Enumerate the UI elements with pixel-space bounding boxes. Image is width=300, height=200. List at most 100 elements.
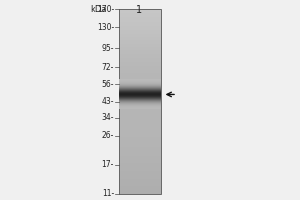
Bar bbox=[118, 25, 160, 26]
Bar bbox=[118, 176, 160, 177]
Bar bbox=[118, 44, 160, 45]
Bar bbox=[118, 192, 160, 193]
Bar bbox=[118, 178, 160, 179]
Bar bbox=[118, 149, 160, 150]
Bar bbox=[118, 12, 160, 13]
Bar bbox=[118, 95, 160, 96]
Bar bbox=[118, 103, 160, 104]
Bar bbox=[118, 56, 160, 57]
Bar bbox=[118, 14, 160, 15]
Bar bbox=[118, 120, 160, 121]
Bar bbox=[118, 173, 160, 174]
Bar bbox=[118, 73, 160, 74]
Bar bbox=[118, 181, 160, 182]
Bar bbox=[118, 89, 160, 90]
Bar bbox=[118, 62, 160, 63]
Bar bbox=[118, 180, 160, 181]
Text: kDa: kDa bbox=[90, 5, 106, 14]
Bar bbox=[118, 116, 160, 117]
Bar bbox=[118, 41, 160, 42]
Bar bbox=[118, 95, 160, 96]
Bar bbox=[118, 140, 160, 141]
Bar bbox=[118, 102, 160, 103]
Bar bbox=[118, 81, 160, 82]
Bar bbox=[118, 191, 160, 192]
Bar bbox=[118, 100, 160, 101]
Bar bbox=[118, 97, 160, 98]
Bar bbox=[118, 131, 160, 132]
Bar bbox=[118, 155, 160, 156]
Bar bbox=[118, 115, 160, 116]
Bar bbox=[118, 22, 160, 23]
Bar bbox=[118, 165, 160, 166]
Bar bbox=[118, 69, 160, 70]
Bar bbox=[118, 160, 160, 161]
Bar bbox=[118, 118, 160, 119]
Bar bbox=[118, 119, 160, 120]
Text: 26-: 26- bbox=[102, 131, 114, 140]
Text: 170-: 170- bbox=[97, 4, 114, 14]
Bar bbox=[118, 177, 160, 178]
Bar bbox=[118, 74, 160, 75]
Bar bbox=[118, 42, 160, 43]
Text: 17-: 17- bbox=[102, 160, 114, 169]
Bar bbox=[118, 156, 160, 157]
Bar bbox=[118, 104, 160, 105]
Bar bbox=[118, 45, 160, 46]
Bar bbox=[118, 32, 160, 33]
Bar bbox=[118, 91, 160, 92]
Bar bbox=[118, 90, 160, 91]
Bar bbox=[118, 79, 160, 80]
Bar bbox=[118, 106, 160, 107]
Bar bbox=[118, 92, 160, 93]
Bar bbox=[118, 103, 160, 104]
Bar bbox=[118, 87, 160, 88]
Text: 95-: 95- bbox=[101, 44, 114, 53]
Bar bbox=[118, 72, 160, 73]
Bar bbox=[118, 106, 160, 107]
Bar bbox=[118, 27, 160, 28]
Bar bbox=[118, 144, 160, 145]
Text: 11-: 11- bbox=[102, 190, 114, 198]
Bar bbox=[118, 34, 160, 35]
Bar bbox=[118, 58, 160, 59]
Bar bbox=[118, 150, 160, 151]
Bar bbox=[118, 26, 160, 27]
Bar bbox=[118, 59, 160, 60]
Bar bbox=[118, 80, 160, 81]
Bar bbox=[118, 145, 160, 146]
Bar bbox=[118, 9, 160, 10]
Bar bbox=[118, 185, 160, 186]
Bar bbox=[118, 96, 160, 97]
Bar bbox=[118, 36, 160, 37]
Bar bbox=[118, 40, 160, 41]
Bar bbox=[118, 66, 160, 67]
Bar bbox=[118, 96, 160, 97]
Bar bbox=[118, 90, 160, 91]
Bar bbox=[118, 153, 160, 154]
Bar bbox=[118, 182, 160, 183]
Bar bbox=[118, 107, 160, 108]
Bar bbox=[118, 138, 160, 139]
Bar bbox=[118, 114, 160, 115]
Bar bbox=[118, 94, 160, 95]
Bar bbox=[118, 54, 160, 55]
Bar bbox=[118, 102, 160, 103]
Bar bbox=[118, 33, 160, 34]
Bar bbox=[118, 154, 160, 155]
Bar bbox=[118, 10, 160, 11]
Bar bbox=[118, 16, 160, 17]
Bar bbox=[118, 81, 160, 82]
Bar bbox=[118, 80, 160, 81]
Bar bbox=[118, 142, 160, 143]
Bar bbox=[118, 49, 160, 50]
Bar bbox=[118, 122, 160, 123]
Bar bbox=[118, 183, 160, 184]
Bar bbox=[118, 129, 160, 130]
Bar bbox=[118, 128, 160, 129]
Text: 130-: 130- bbox=[97, 23, 114, 32]
Bar bbox=[118, 24, 160, 25]
Text: 34-: 34- bbox=[101, 113, 114, 122]
Bar bbox=[118, 134, 160, 135]
Bar bbox=[118, 85, 160, 86]
